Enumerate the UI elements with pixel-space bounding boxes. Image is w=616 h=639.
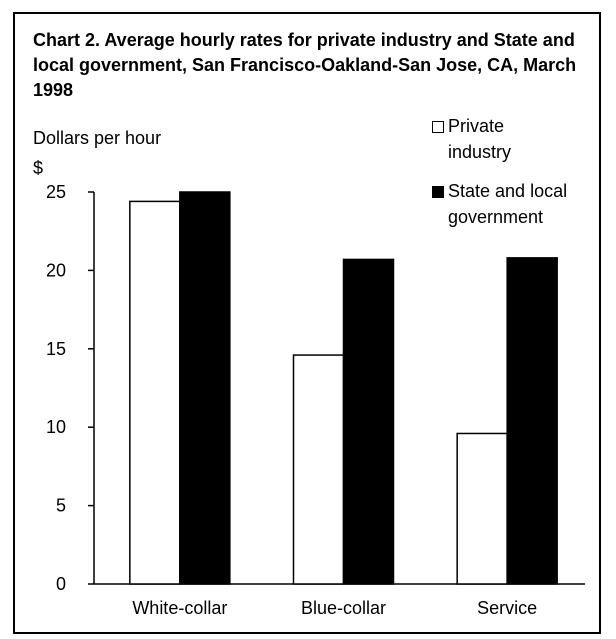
chart-title: Chart 2. Average hourly rates for privat… — [33, 30, 577, 100]
y-tick-label: 5 — [56, 496, 66, 516]
bar-government-white-collar — [179, 191, 231, 585]
legend-label-private-line1: Private — [448, 116, 505, 136]
legend-label-private-line2: industry — [448, 142, 512, 162]
y-tick-label: 25 — [46, 182, 66, 202]
legend-label-government-line1: State and local — [448, 181, 568, 201]
bar-private-service — [456, 432, 508, 585]
y-tick-label: 15 — [46, 339, 66, 359]
y-tick-label: 20 — [46, 260, 66, 280]
bar-private-white-collar — [129, 200, 181, 585]
legend-label-private: Private industry — [448, 114, 511, 164]
y-axis-unit: $ — [33, 158, 44, 178]
y-tick-label: 0 — [56, 574, 66, 594]
x-tick-label: Blue-collar — [301, 598, 386, 618]
x-tick-label: Service — [477, 598, 537, 618]
bar-government-blue-collar — [342, 258, 395, 585]
x-tick-label: White-collar — [132, 598, 227, 618]
y-axis-label: Dollars per hour — [33, 128, 162, 148]
y-tick-label: 10 — [46, 417, 66, 437]
legend-swatch-private — [432, 121, 444, 133]
legend-label-government-line2: government — [448, 207, 544, 227]
bar-government-service — [506, 257, 558, 585]
legend-label-government: State and local government — [448, 179, 567, 229]
legend-swatch-government — [432, 186, 444, 198]
bar-private-blue-collar — [292, 354, 345, 585]
